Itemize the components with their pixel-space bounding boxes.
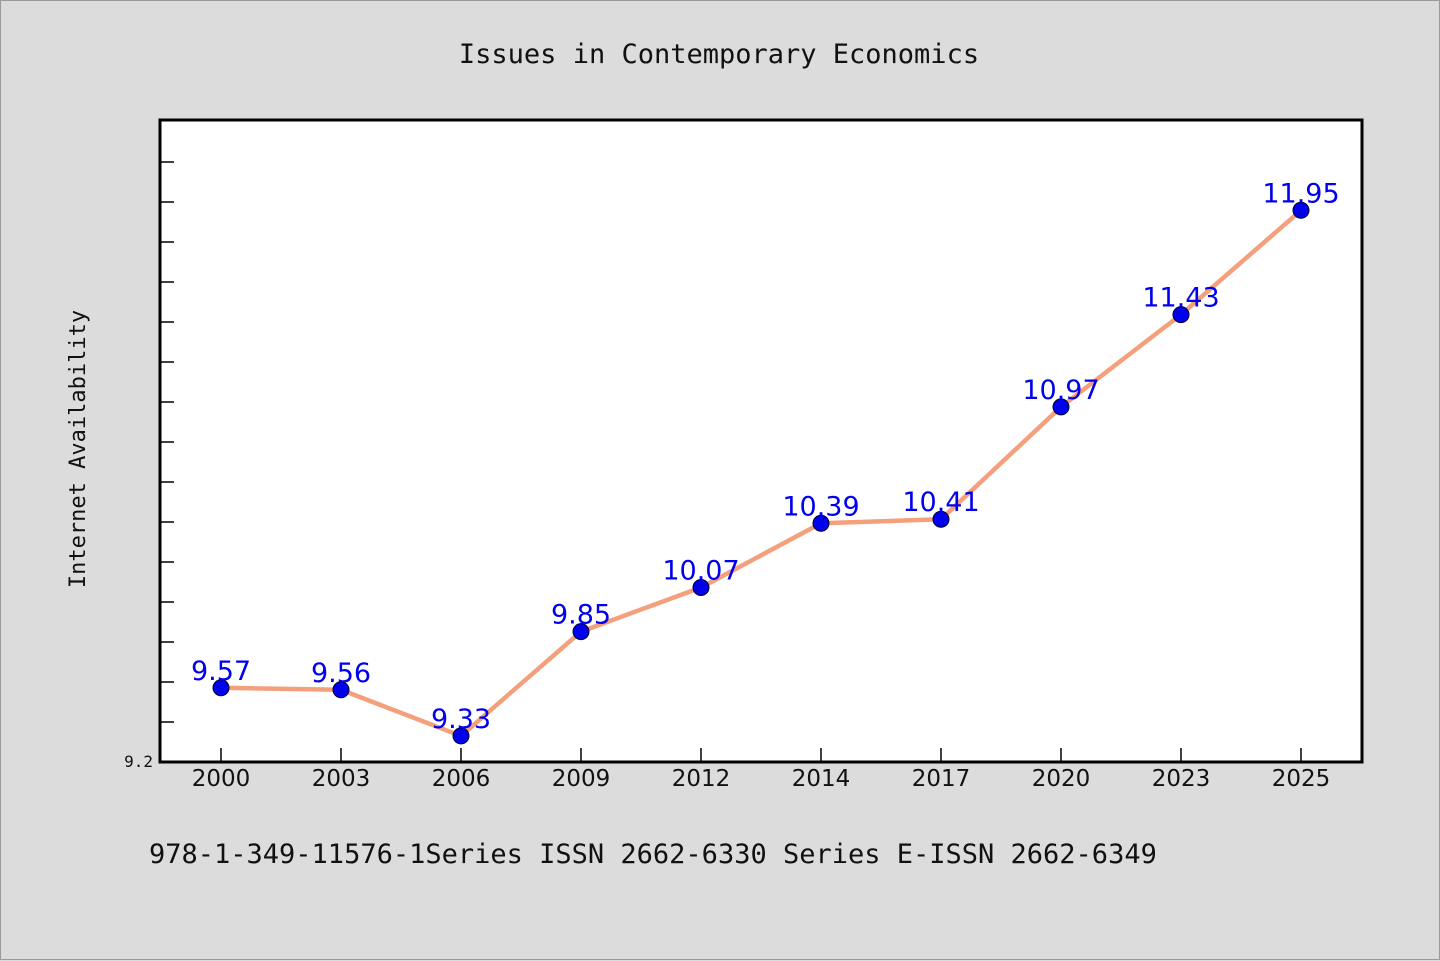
x-tick-label: 2000 [192, 766, 251, 792]
x-axis-ticks: 2000 2003 2006 2009 2012 2014 2017 2020 2023 2025 [192, 748, 1331, 792]
data-label: 10.41 [902, 487, 979, 518]
data-label: 11.95 [1262, 178, 1339, 209]
data-point [1292, 201, 1310, 219]
x-tick-label: 2006 [432, 766, 491, 792]
x-tick-label: 2023 [1152, 766, 1211, 792]
data-point [812, 514, 830, 532]
data-point [212, 679, 230, 697]
plot-area [158, 118, 1364, 764]
y-axis-label: Internet Availability [66, 310, 91, 588]
x-tick-label: 2003 [312, 766, 371, 792]
x-tick-label: 2025 [1272, 766, 1331, 792]
data-label: 11.43 [1142, 283, 1219, 314]
data-label: 10.07 [662, 555, 739, 586]
data-label: 9.85 [551, 600, 611, 631]
data-point [1052, 398, 1070, 416]
data-point [1172, 306, 1190, 324]
y-tick-label: 9.2 [124, 752, 153, 771]
markers-layer [212, 201, 1310, 745]
data-point [692, 578, 710, 596]
x-tick-label: 2009 [552, 766, 611, 792]
data-point [572, 623, 590, 641]
data-label: 9.33 [431, 704, 491, 735]
y-axis-ticks [160, 161, 174, 763]
data-labels-layer: 9.57 9.56 9.33 9.85 10.07 10.39 10.41 10.97 11.4… [191, 178, 1340, 735]
x-tick-label: 2012 [672, 766, 731, 792]
data-label: 9.57 [191, 656, 251, 687]
data-label: 10.97 [1022, 375, 1099, 406]
data-point [932, 510, 950, 528]
chart-title: Issues in Contemporary Economics [459, 39, 979, 70]
data-point [452, 727, 470, 745]
x-tick-label: 2017 [912, 766, 971, 792]
series-layer [218, 208, 1304, 739]
series-line [218, 208, 1304, 739]
data-label: 10.39 [782, 491, 859, 522]
x-tick-label: 2020 [1032, 766, 1091, 792]
footer-isbn-issn: 978-1-349-11576-1Series ISSN 2662-6330 S… [149, 839, 1157, 870]
data-label: 9.56 [311, 658, 371, 689]
x-tick-label: 2014 [792, 766, 851, 792]
data-point [332, 681, 350, 699]
